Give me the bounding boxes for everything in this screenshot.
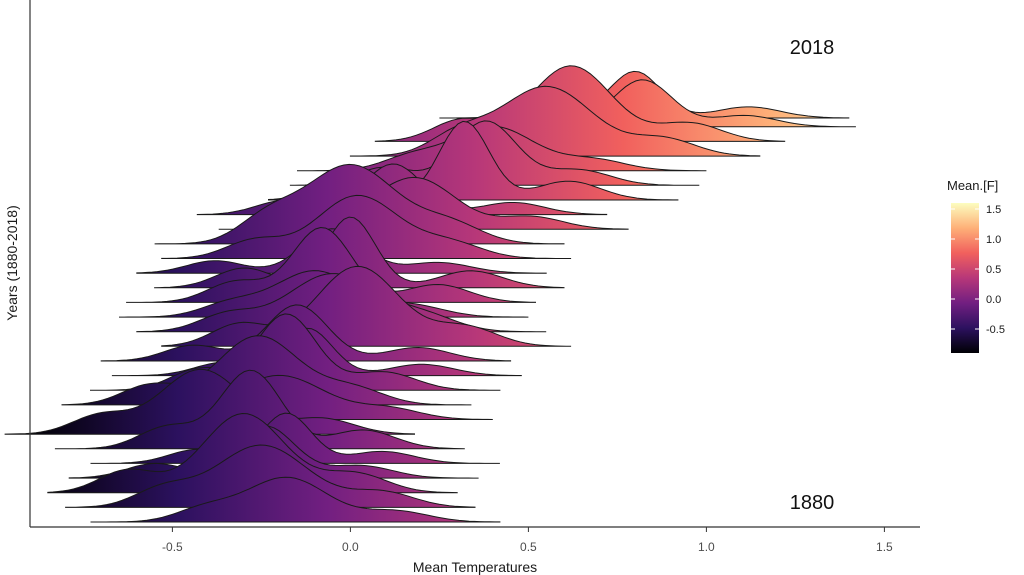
ridge-1910 bbox=[4, 368, 415, 435]
legend-ticks: 1.5 1.0 0.5 0.0 -0.5 bbox=[951, 204, 1005, 336]
legend-tick-label: -0.5 bbox=[986, 324, 1005, 336]
x-axis-ticks: -0.5 0.0 0.5 1.0 1.5 bbox=[162, 527, 893, 554]
x-tick-label: 0.5 bbox=[520, 540, 537, 554]
legend-tick-label: 1.0 bbox=[986, 234, 1001, 246]
ridge-1970 bbox=[161, 194, 572, 259]
ridge-1905 bbox=[54, 369, 465, 450]
legend-tick-label: 0.5 bbox=[986, 264, 1001, 276]
ridges-layer bbox=[4, 65, 856, 523]
annotation-2018: 2018 bbox=[790, 37, 835, 59]
legend-tick-label: 1.5 bbox=[986, 204, 1001, 216]
ridge-1880 bbox=[90, 476, 501, 523]
ridge-1940 bbox=[161, 265, 572, 347]
x-tick-label: 1.0 bbox=[698, 540, 715, 554]
legend-tick-label: 0.0 bbox=[986, 294, 1001, 306]
legend-colorbar bbox=[951, 203, 979, 353]
ridge-1920 bbox=[61, 335, 472, 406]
x-tick-label: 1.5 bbox=[876, 540, 893, 554]
x-tick-label: -0.5 bbox=[162, 540, 183, 554]
annotation-1880: 1880 bbox=[790, 492, 835, 514]
x-tick-label: 0.0 bbox=[342, 540, 359, 554]
x-axis-title: Mean Temperatures bbox=[413, 559, 537, 575]
ridge-1960 bbox=[154, 216, 565, 289]
ridge-1900 bbox=[90, 412, 500, 464]
y-axis-title: Years (1880-2018) bbox=[4, 205, 20, 320]
legend-title: Mean.[F] bbox=[947, 178, 998, 193]
legend: Mean.[F] 1.5 1.0 0.5 0.0 -0.5 bbox=[947, 178, 1005, 353]
ridge-1885 bbox=[65, 444, 476, 508]
ridge-1955 bbox=[126, 226, 536, 303]
